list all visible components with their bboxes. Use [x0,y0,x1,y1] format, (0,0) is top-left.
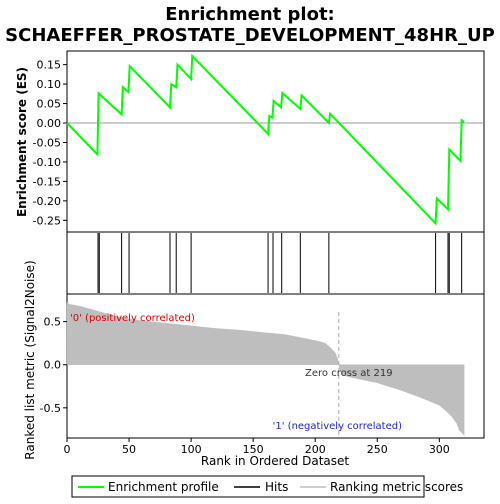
legend-ranking-label: Ranking metric scores [330,480,463,494]
chart-subtitle: SCHAEFFER_PROSTATE_DEVELOPMENT_48HR_UP [5,25,495,46]
metric-y-tick-label: 0.0 [44,359,62,372]
negative-correlation-label: '1' (negatively correlated) [273,421,402,432]
x-axis-label: Rank in Ordered Dataset [201,454,349,468]
legend-hits-label: Hits [265,480,288,494]
es-y-tick-label: -0.15 [33,175,61,188]
es-y-tick-label: 0.05 [37,98,62,111]
metric-y-axis-label: Ranked list metric (Signal2Noise) [23,260,37,459]
x-tick-label: 100 [181,443,202,456]
es-y-tick-label: 0.00 [37,117,62,130]
x-tick-label: 300 [429,443,450,456]
x-tick-label: 0 [64,443,71,456]
es-panel: 0.15 0.10 0.05 0.00 -0.05 -0.10 -0.15 -0.20 -0.2… [15,51,484,232]
x-tick-label: 250 [367,443,388,456]
es-y-tick-label: -0.25 [33,214,61,227]
es-y-tick-label: 0.10 [37,78,62,91]
chart-title: Enrichment plot: [165,4,335,25]
legend-enrichment-label: Enrichment profile [108,480,219,494]
x-tick-label: 50 [122,443,136,456]
es-y-tick-label: -0.05 [33,136,61,149]
positive-correlation-label: '0' (positively correlated) [70,313,195,324]
zero-cross-label: Zero cross at 219 [305,368,393,379]
es-y-axis-label: Enrichment score (ES) [15,67,29,217]
legend: Enrichment profile Hits Ranking metric s… [72,476,463,497]
es-y-tick-label: 0.15 [37,59,62,72]
metric-y-tick-label: -0.5 [40,402,61,415]
hits-panel [67,232,484,294]
es-y-tick-label: -0.20 [33,195,61,208]
metric-y-tick-label: 0.5 [44,316,62,329]
es-y-tick-label: -0.10 [33,156,61,169]
